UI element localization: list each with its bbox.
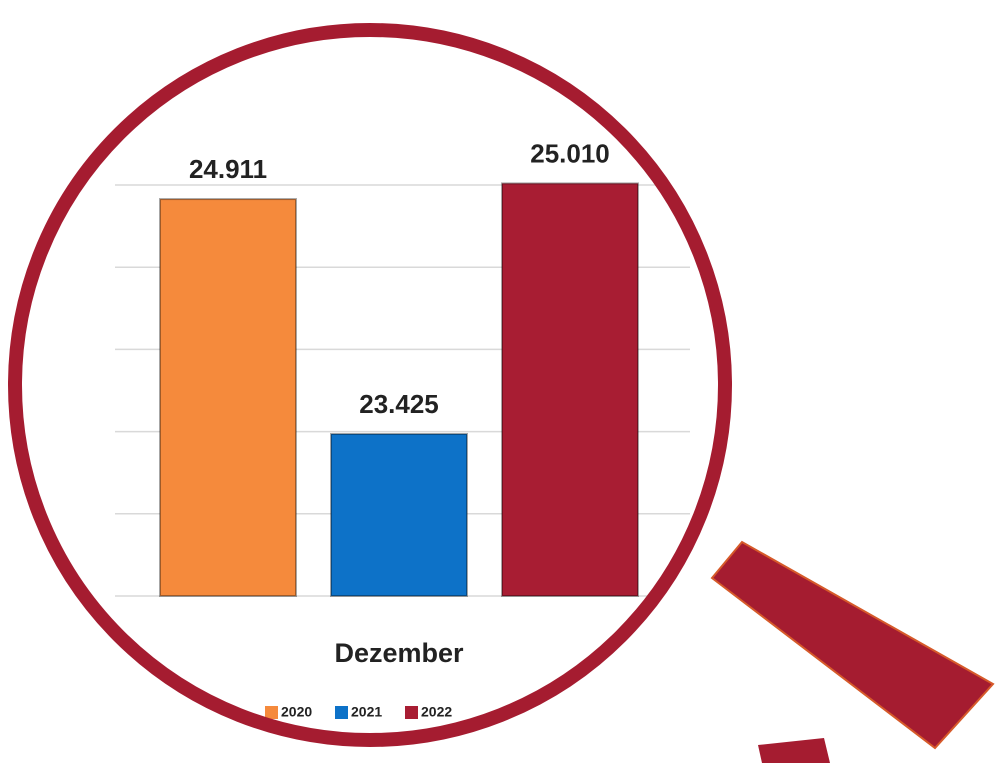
legend-label: 2022 [421, 704, 452, 720]
x-tick-label: Dezember [334, 638, 464, 668]
legend-label: 2021 [351, 704, 382, 720]
magnifier-handle [710, 540, 995, 750]
magnifier-ring [8, 23, 732, 747]
bar [330, 432, 468, 597]
legend-label: 2020 [281, 704, 312, 720]
data-label: 24.911 [189, 154, 267, 184]
legend-swatch [265, 706, 278, 719]
bar [501, 182, 639, 598]
legend-swatch [335, 706, 348, 719]
magnifier-handle-end [758, 738, 830, 763]
data-label: 25.010 [530, 138, 610, 168]
plot-area: 24.911 23.425 25.010 Dezember 2020 2021 2022 [115, 138, 690, 720]
bar [159, 198, 297, 597]
legend-swatch [405, 706, 418, 719]
data-label: 23.425 [359, 389, 439, 419]
